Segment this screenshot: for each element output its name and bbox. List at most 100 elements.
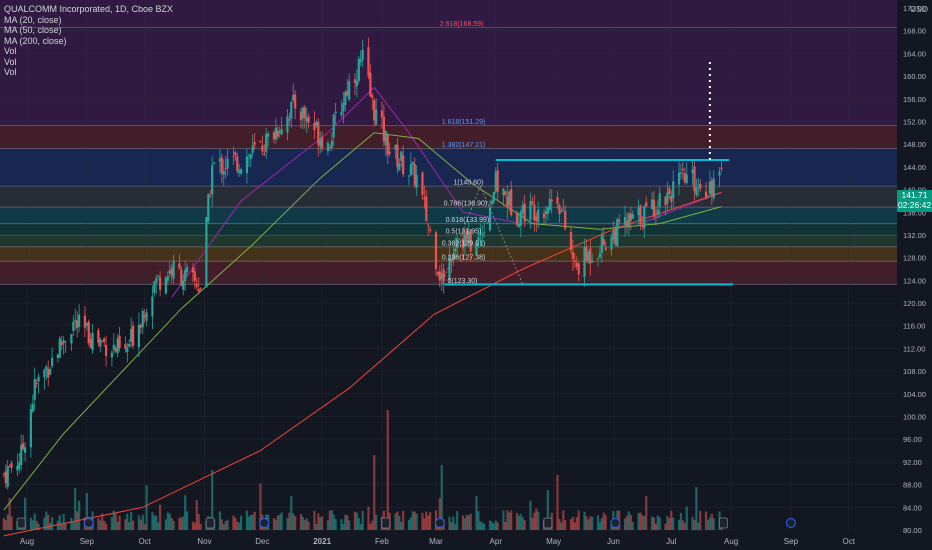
candle-body	[184, 269, 187, 282]
volume-bar	[425, 511, 428, 530]
volume-bar	[483, 523, 486, 530]
candle-body	[344, 92, 347, 106]
fib-level-label: 0.236(127.38)	[442, 255, 486, 262]
time-tick: Mar	[429, 537, 443, 546]
volume-bar	[591, 516, 594, 530]
volume-bar	[355, 512, 358, 530]
dividend-marker	[610, 518, 621, 528]
volume-bar	[652, 517, 656, 530]
candle-body	[519, 211, 522, 226]
candle-body	[654, 213, 657, 215]
candle-body	[400, 151, 403, 161]
candle-body	[681, 168, 684, 171]
candle-body	[415, 174, 418, 188]
candle-body	[166, 276, 169, 281]
legend-indicator[interactable]: MA (20, close)	[4, 14, 62, 25]
candle-body	[114, 348, 117, 352]
legend-indicator[interactable]: MA (50, close)	[4, 25, 62, 35]
fibonacci-bands	[0, 0, 897, 285]
volume-bar	[637, 513, 640, 530]
candle-body	[587, 252, 590, 263]
candle-body	[87, 321, 90, 344]
volume-bar	[515, 513, 519, 530]
price-tick: 156.00	[903, 95, 926, 104]
volume-bar	[130, 511, 133, 530]
volume-bar	[280, 512, 283, 530]
volume-bar	[326, 520, 330, 530]
candle-body	[710, 180, 713, 196]
legend-indicator[interactable]: MA (200, close)	[4, 35, 67, 46]
candle-body	[62, 340, 65, 343]
volume-bar	[245, 510, 249, 530]
volume-bar	[232, 515, 235, 530]
legend-indicator[interactable]: Vol	[4, 46, 17, 56]
volume-bar	[560, 522, 563, 530]
candle-body	[342, 103, 345, 112]
volume-bar	[681, 520, 684, 530]
volume-bar	[375, 514, 378, 530]
bar-countdown: 02:26:42	[897, 200, 932, 210]
candle-body	[488, 207, 492, 231]
volume-bar	[182, 516, 185, 530]
volume-bar	[50, 517, 54, 530]
fib-level-label: 1(140.60)	[453, 180, 483, 187]
candle-body	[8, 466, 11, 468]
volume-bar	[126, 513, 129, 530]
price-tick: 132.00	[903, 231, 926, 240]
candle-body	[49, 368, 52, 375]
candle-body	[695, 187, 698, 195]
volume-bar	[477, 511, 480, 530]
volume-bar	[103, 520, 106, 530]
volume-bar	[625, 515, 629, 530]
earnings-marker	[16, 517, 26, 529]
price-axis[interactable]: 80.00 84.00 88.00 92.00 96.00 100.00 104.00 108…	[903, 4, 926, 535]
candle-body	[380, 110, 384, 118]
volume-bar	[394, 513, 397, 530]
volume-bar	[668, 518, 671, 530]
candle-body	[623, 217, 627, 225]
volume-bar	[562, 510, 565, 530]
candle-body	[575, 263, 578, 267]
candle-body	[265, 133, 268, 152]
candle-body	[31, 403, 34, 412]
volume-bar	[278, 514, 281, 530]
legend-indicator[interactable]: Vol	[4, 67, 17, 77]
candle-body	[425, 196, 428, 221]
price-tick: 128.00	[903, 254, 926, 263]
event-markers[interactable]	[16, 517, 796, 529]
price-tick: 84.00	[903, 503, 922, 512]
fib-band	[0, 223, 897, 236]
candle-body	[193, 271, 196, 281]
trend-drawings[interactable]	[441, 61, 734, 286]
price-tick: 104.00	[903, 390, 926, 399]
volume-bar	[313, 510, 316, 530]
candle-body	[712, 178, 715, 199]
volume-bar	[101, 513, 104, 530]
volume-bar	[413, 511, 416, 530]
fib-level-label: 0.5(131.95)	[446, 229, 482, 236]
candle-body	[180, 269, 183, 286]
candle-body	[677, 172, 681, 185]
price-tick: 168.00	[903, 27, 926, 36]
legend-indicator[interactable]: Vol	[4, 56, 17, 67]
candle-body	[22, 443, 25, 450]
candle-body	[164, 277, 167, 294]
volume-bar	[583, 511, 586, 530]
candle-body	[670, 195, 673, 202]
candle-body	[292, 95, 295, 101]
time-tick: May	[546, 537, 561, 546]
volume-bar	[85, 492, 88, 530]
price-tick: 164.00	[903, 49, 926, 58]
volume-bar	[361, 510, 364, 530]
volume-bar	[155, 515, 158, 530]
volume-bar	[398, 515, 401, 530]
volume-bar	[600, 518, 603, 530]
volume-bar	[342, 523, 345, 530]
time-axis[interactable]: Aug Sep Oct Nov Dec 2021 Feb Mar Apr May Jun Jul Aug…	[20, 537, 856, 546]
candle-body	[463, 233, 466, 246]
price-tick: 100.00	[903, 413, 926, 422]
candle-body	[604, 247, 607, 250]
legend-symbol[interactable]: QUALCOMM Incorporated, 1D, Cboe BZX	[4, 4, 174, 14]
volume-bar	[596, 515, 600, 530]
